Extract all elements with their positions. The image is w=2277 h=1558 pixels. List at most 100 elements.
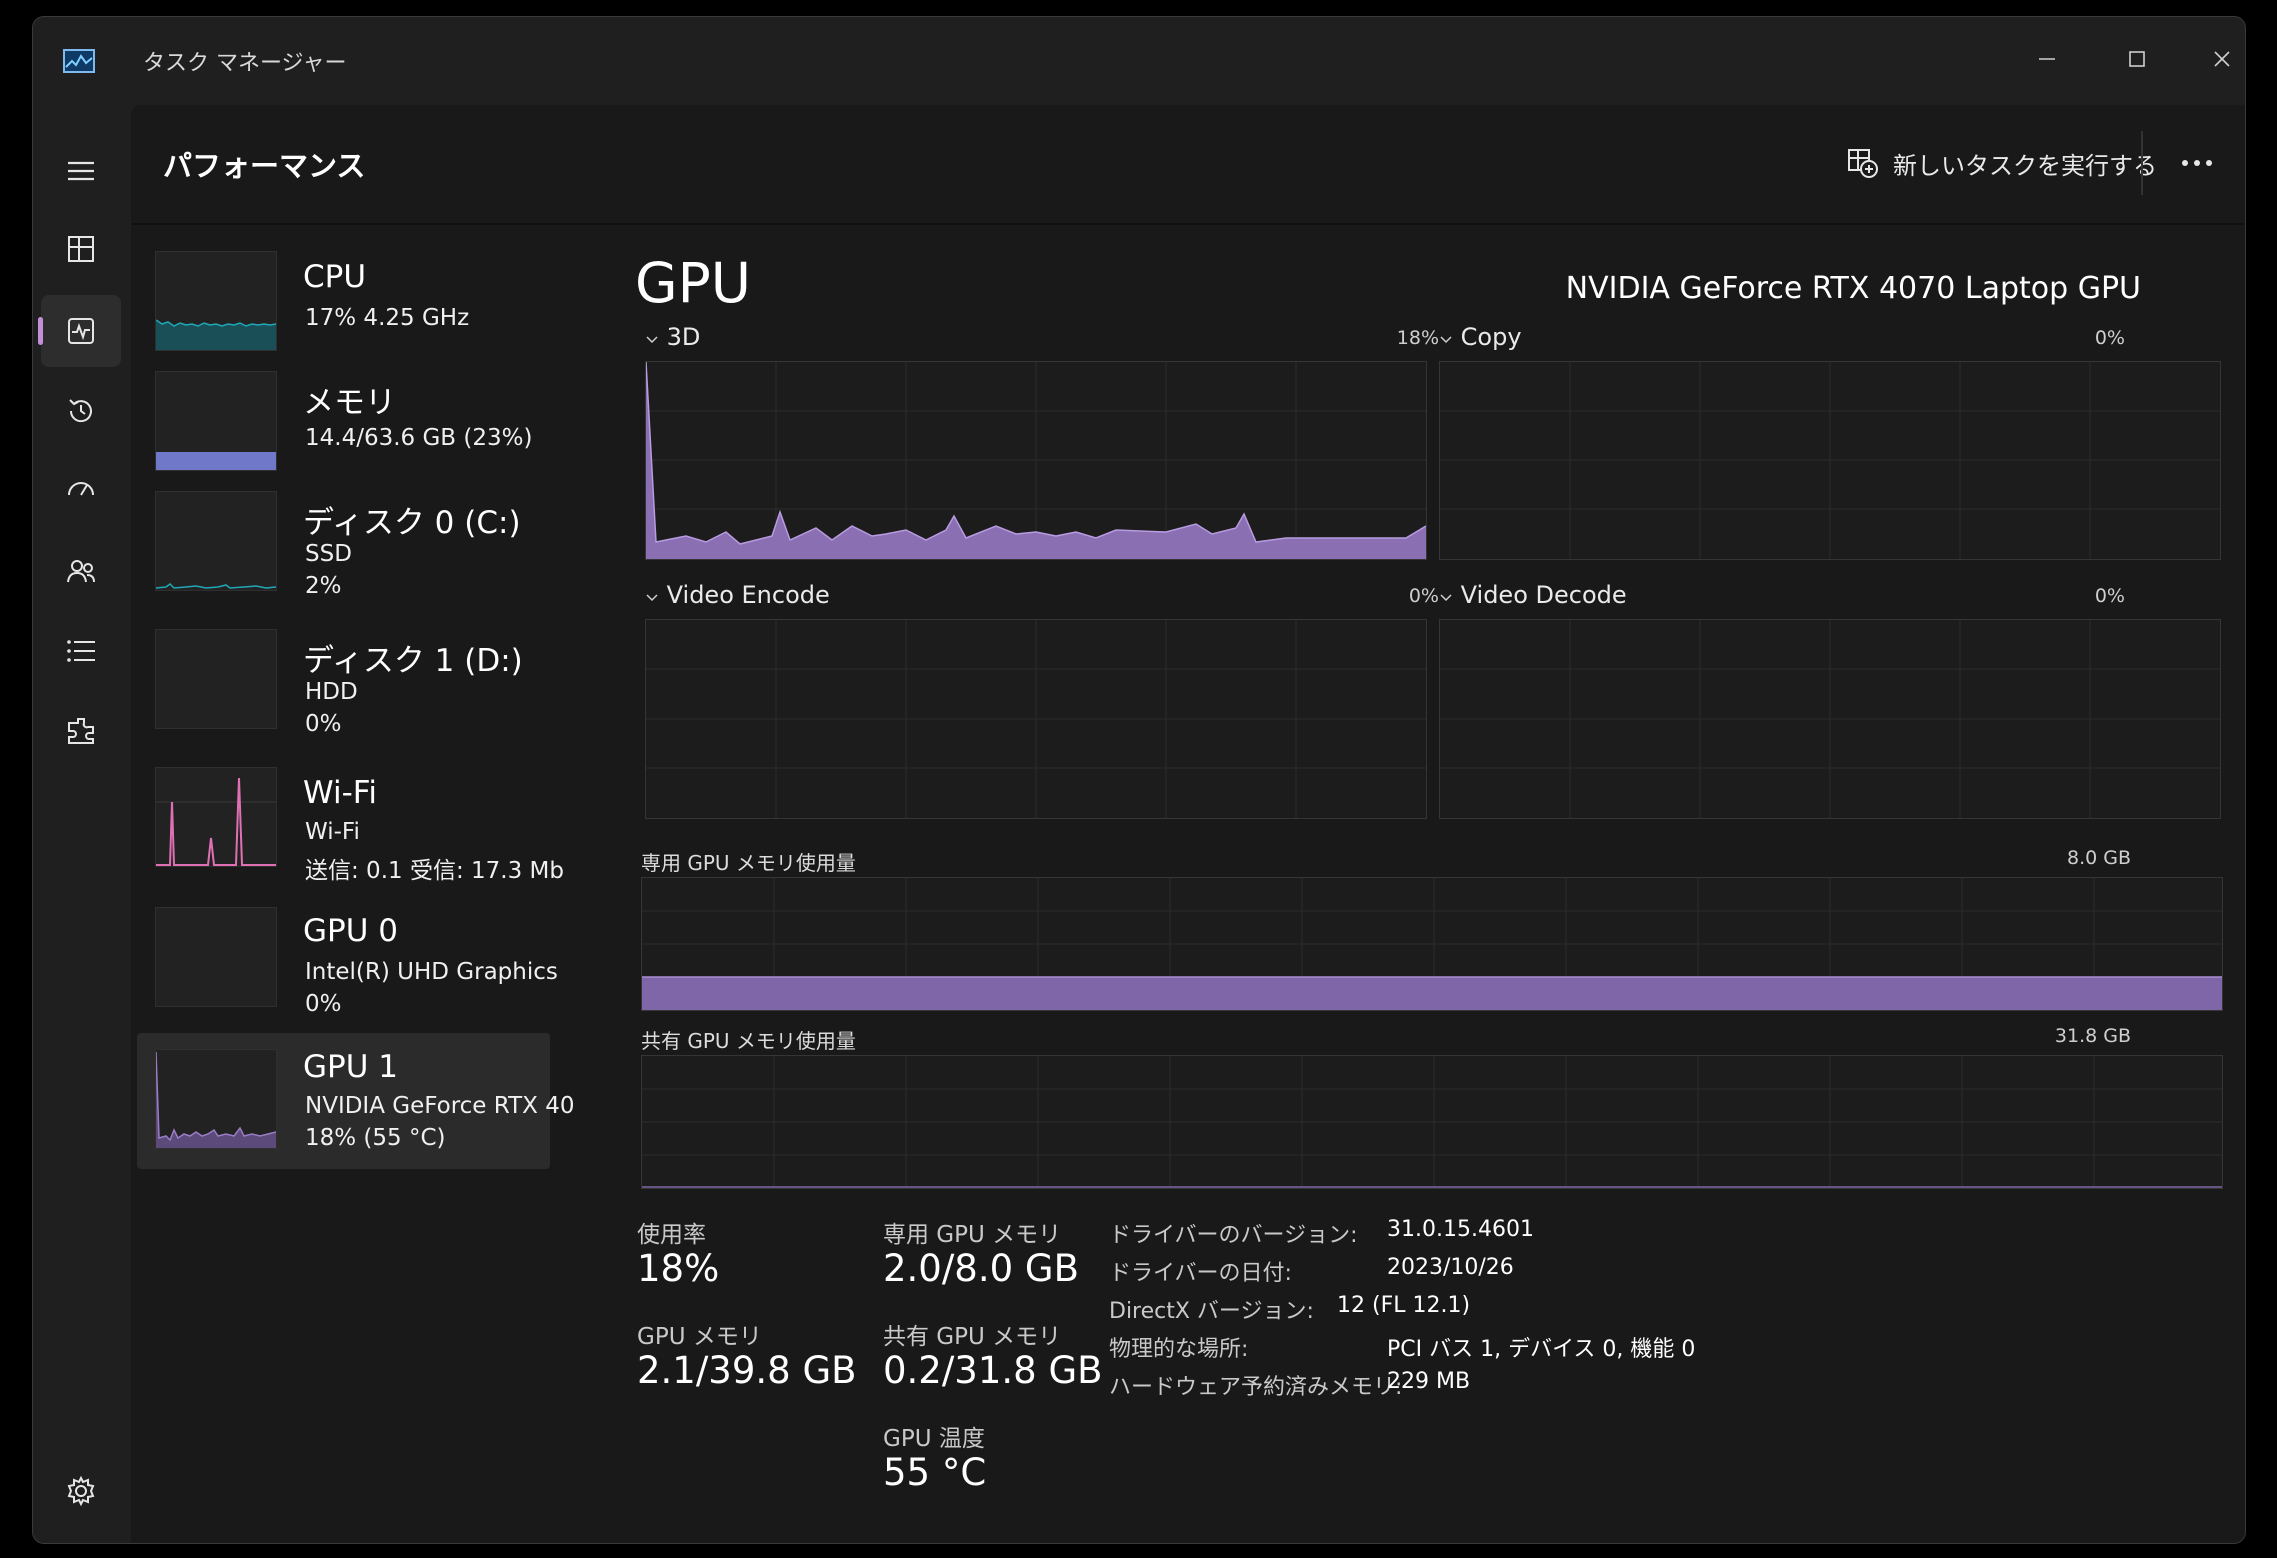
users-icon [67,560,95,583]
title-bar[interactable]: タスク マネージャー [33,17,2245,105]
wifi-thumbnail-graph [155,767,277,867]
gpu-model-name: NVIDIA GeForce RTX 4070 Laptop GPU [1565,271,2141,306]
history-icon [69,399,92,423]
device-throughput: 送信: 0.1 受信: 17.3 Mb [305,858,564,884]
gpu-memory-value: 2.1/39.8 GB [637,1349,857,1392]
nav-item-processes[interactable] [41,213,121,285]
directx-version-value: 12 (FL 12.1) [1337,1293,1471,1318]
device-detail: 14.4/63.6 GB (23%) [305,425,533,451]
header-divider [2141,131,2143,195]
device-name: CPU [303,259,367,295]
maximize-button[interactable] [2107,29,2167,89]
engine-video-decode-graph [1439,619,2221,819]
physical-location-value: PCI バス 1, デバイス 0, 機能 0 [1387,1337,1696,1362]
dedicated-memory-value: 2.0/8.0 GB [883,1247,1079,1290]
shared-memory-graph-label: 共有 GPU メモリ使用量 [641,1029,856,1053]
dedicated-memory-label: 専用 GPU メモリ [883,1222,1062,1248]
engine-copy-graph [1439,361,2221,560]
task-manager-window: タスク マネージャー [32,16,2246,1544]
gpu-title: GPU [635,251,752,315]
device-usage: 0% [305,991,342,1017]
shared-memory-graph [641,1055,2223,1189]
device-usage: 18% (55 °C) [305,1125,446,1151]
device-detail: Wi-Fi [305,819,360,845]
details-icon [67,640,95,662]
services-icon [68,718,94,744]
active-indicator [38,317,43,345]
nav-item-details[interactable] [41,615,121,687]
window-title: タスク マネージャー [143,51,347,76]
utilization-label: 使用率 [637,1222,706,1248]
close-icon [2214,51,2230,67]
menu-toggle-button[interactable] [41,135,121,207]
memory-thumbnail-graph [155,371,277,471]
dedicated-memory-graph-max: 8.0 GB [2066,847,2131,869]
maximize-icon [2129,51,2145,67]
minimize-button[interactable] [2017,29,2077,89]
nav-item-startup-apps[interactable] [41,455,121,527]
device-usage: 0% [305,711,342,737]
device-name: ディスク 1 (D:) [303,643,523,679]
page-header: パフォーマンス 新しいタスクを実行する [131,105,2245,225]
engine-video-encode-label: Video Encode [666,581,830,609]
driver-version-value: 31.0.15.4601 [1387,1217,1534,1242]
nav-item-users[interactable] [41,535,121,607]
run-new-task-label: 新しいタスクを実行する [1893,151,2157,180]
engine-video-decode-value: 0% [2094,585,2125,607]
engine-3d-value: 18% [1396,327,1439,349]
device-detail: HDD [305,679,358,705]
gpu-temperature-label: GPU 温度 [883,1426,985,1452]
close-button[interactable] [2199,29,2245,89]
device-detail: Intel(R) UHD Graphics [305,959,558,985]
nav-item-services[interactable] [41,695,121,767]
device-name: Wi-Fi [303,775,377,811]
gear-icon [67,1475,95,1507]
device-memory[interactable]: メモリ 14.4/63.6 GB (23%) [137,359,550,495]
driver-version-label: ドライバーのバージョン: [1109,1223,1358,1248]
driver-date-label: ドライバーの日付: [1109,1261,1292,1286]
engine-3d-label: 3D [666,323,701,351]
hardware-reserved-memory-label: ハードウェア予約済みメモリ: [1109,1375,1403,1400]
device-gpu-1[interactable]: GPU 1 NVIDIA GeForce RTX 40 18% (55 °C) [137,1033,574,1169]
engine-3d-graph [645,361,1427,560]
minimize-icon [2039,58,2055,60]
engine-3d-selector[interactable]: 3D [645,323,700,351]
physical-location-label: 物理的な場所: [1109,1337,1249,1362]
nav-item-settings[interactable] [41,1455,121,1527]
device-cpu[interactable]: CPU 17% 4.25 GHz [137,239,550,375]
engine-video-encode-value: 0% [1408,585,1439,607]
device-gpu-0[interactable]: GPU 0 Intel(R) UHD Graphics 0% [137,895,558,1031]
chevron-down-icon [646,336,658,344]
nav-item-app-history[interactable] [41,375,121,447]
directx-version-label: DirectX バージョン: [1109,1299,1314,1324]
device-detail: SSD [305,541,352,567]
engine-video-decode-label: Video Decode [1460,581,1627,609]
device-usage: 2% [305,573,342,599]
performance-icon [68,318,94,344]
chevron-down-icon [1440,336,1452,344]
cpu-thumbnail-graph [155,251,277,351]
more-icon [2182,160,2212,166]
chevron-down-icon [646,594,658,602]
gpu-temperature-value: 55 °C [883,1451,987,1494]
new-task-icon [1848,149,1878,178]
nav-item-performance[interactable] [38,295,121,367]
engine-video-decode-selector[interactable]: Video Decode [1439,581,1627,609]
device-wifi[interactable]: Wi-Fi Wi-Fi 送信: 0.1 受信: 17.3 Mb [137,757,564,893]
device-disk-1[interactable]: ディスク 1 (D:) HDD 0% [137,617,550,753]
engine-copy-selector[interactable]: Copy [1439,323,1522,351]
disk-0-thumbnail-graph [155,491,277,591]
more-options-button[interactable] [2169,135,2225,191]
device-name: GPU 1 [303,1049,398,1085]
hardware-reserved-memory-value: 229 MB [1387,1369,1471,1394]
gpu-1-thumbnail-graph [155,1049,277,1149]
navigation-rail [33,105,131,1543]
shared-memory-label: 共有 GPU メモリ [883,1324,1062,1350]
engine-video-encode-selector[interactable]: Video Encode [645,581,830,609]
device-disk-0[interactable]: ディスク 0 (C:) SSD 2% [137,479,550,615]
engine-copy-value: 0% [2094,327,2125,349]
device-name: メモリ [303,385,396,421]
page-title: パフォーマンス [163,149,366,183]
run-new-task-button[interactable]: 新しいタスクを実行する [1847,131,2157,195]
engine-copy-label: Copy [1460,323,1522,351]
